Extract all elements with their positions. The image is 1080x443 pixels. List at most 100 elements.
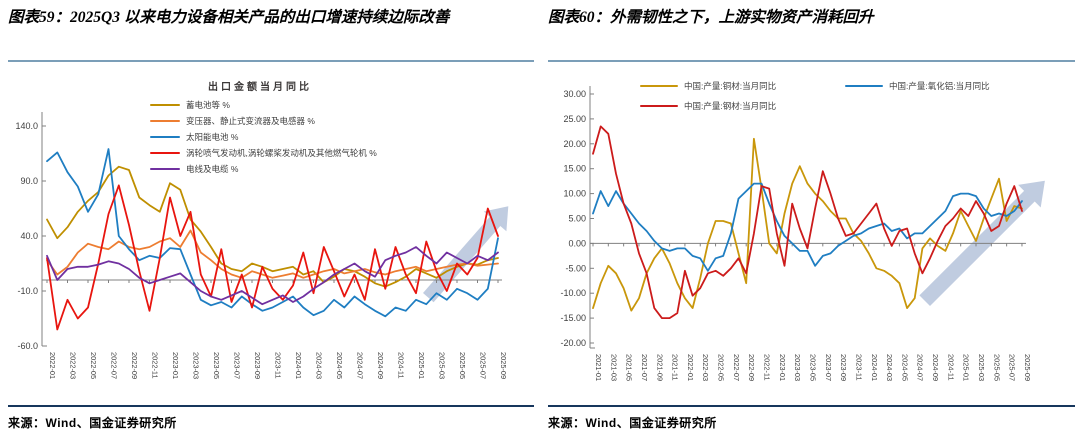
x-tick-label: 2025-03 <box>977 354 986 381</box>
legend-item: 太阳能电池 % <box>150 129 377 145</box>
y-tick-label: 90.0 <box>20 176 38 186</box>
legend-item: 中国:产量:钢材:当月同比 <box>640 96 776 116</box>
x-tick-label: 2024-09 <box>931 354 940 381</box>
x-tick-label: 2025-07 <box>479 352 488 379</box>
legend-item: 涡轮喷气发动机,涡轮螺桨发动机及其他燃气轮机 % <box>150 145 377 161</box>
x-tick-label: 2022-01 <box>48 352 57 379</box>
x-tick-label: 2025-09 <box>499 352 508 379</box>
x-tick-label: 2025-05 <box>458 352 467 379</box>
x-tick-label: 2024-11 <box>397 352 406 379</box>
trend-arrow-icon <box>423 206 509 303</box>
figure59-source: 来源：Wind、国金证券研究所 <box>8 416 177 430</box>
y-tick-label: 5.00 <box>568 214 586 224</box>
x-tick-label: 2021-11 <box>671 354 680 381</box>
legend-label: 中国:产量:铜材:当月同比 <box>684 81 777 91</box>
x-tick-label: 2023-03 <box>793 354 802 381</box>
series-line <box>592 182 1023 272</box>
x-tick-label: 2023-07 <box>233 352 242 379</box>
legend-item: 中国:产量:铜材:当月同比 <box>640 76 845 96</box>
figure59-top-divider <box>8 60 534 62</box>
y-tick-label: -10.00 <box>560 288 586 298</box>
x-tick-label: 2022-07 <box>110 352 119 379</box>
y-tick-label: -10.0 <box>17 286 38 296</box>
x-tick-label: 2022-09 <box>747 354 756 381</box>
x-tick-label: 2021-05 <box>625 354 634 381</box>
series-line <box>592 137 1023 312</box>
legend-label: 中国:产量:钢材:当月同比 <box>684 101 777 111</box>
x-tick-label: 2021-01 <box>594 354 603 381</box>
figure60-line-chart: 30.00 25.00 20.00 15.00 10.00 5.00 0.00 -5.00 -1… <box>560 86 1045 381</box>
legend-line-swatch <box>845 84 883 88</box>
x-tick-label: 2024-11 <box>946 354 955 381</box>
figure59-panel: 图表59：2025Q3 以来电力设备相关产品的出口增速持续边际改善 出口金额当月… <box>8 6 534 431</box>
x-tick-label: 2024-03 <box>315 352 324 379</box>
figure60-panel: 图表60：外需韧性之下，上游实物资产消耗回升 中国:产量:铜材:当月同比 中国:产… <box>548 6 1075 431</box>
figure59-legend: 出口金额当月同比 蓄电池等 % 变压器、静止式变流器及电感器 % 太阳能电池 % 涡轮… <box>150 78 377 177</box>
x-tick-label: 2025-01 <box>962 354 971 381</box>
x-tick-label: 2023-09 <box>253 352 262 379</box>
figure59-line-chart: 140.0 90.0 40.0 -10.0 -60.0 2022-01 2022-03 202… <box>15 112 509 379</box>
y-tick-label: 20.00 <box>563 139 586 149</box>
x-tick-label: 2023-11 <box>274 352 283 379</box>
x-tick-label: 2022-05 <box>89 352 98 379</box>
x-tick-label: 2022-09 <box>130 352 139 379</box>
x-tick-label: 2022-03 <box>69 352 78 379</box>
legend-item: 电线及电缆 % <box>150 161 377 177</box>
figure60-legend: 中国:产量:铜材:当月同比 中国:产量:氧化铝:当月同比中国:产量:钢材:当月同比 <box>640 76 1060 116</box>
x-tick-label: 2022-11 <box>151 352 160 379</box>
legend-item: 蓄电池等 % <box>150 97 377 113</box>
x-tick-label: 2023-11 <box>854 354 863 381</box>
y-tick-label: -60.0 <box>17 341 38 351</box>
legend-line-swatch <box>640 84 678 88</box>
legend-line-swatch <box>150 135 180 139</box>
series-line <box>46 148 499 318</box>
x-tick-label: 2025-03 <box>438 352 447 379</box>
x-tick-label: 2023-03 <box>192 352 201 379</box>
series-line <box>592 125 1023 320</box>
figure59-bottom-divider <box>8 405 534 407</box>
x-tick-label: 2024-05 <box>900 354 909 381</box>
figure59-title: 图表59：2025Q3 以来电力设备相关产品的出口增速持续边际改善 <box>8 9 450 26</box>
x-tick-label: 2023-09 <box>839 354 848 381</box>
x-tick-label: 2024-01 <box>294 352 303 379</box>
y-tick-label: -15.00 <box>560 313 586 323</box>
legend-label: 蓄电池等 % <box>186 100 230 110</box>
x-tick-label: 2025-01 <box>417 352 426 379</box>
legend-item: 中国:产量:氧化铝:当月同比 <box>845 76 1055 96</box>
x-tick-label: 2024-03 <box>885 354 894 381</box>
series-line <box>46 165 499 288</box>
y-tick-label: 25.00 <box>563 114 586 124</box>
legend-line-swatch <box>150 103 180 107</box>
x-tick-label: 2024-01 <box>870 354 879 381</box>
x-tick-label: 2025-09 <box>1023 354 1032 381</box>
x-tick-label: 2022-05 <box>717 354 726 381</box>
legend-line-swatch <box>150 119 180 123</box>
legend-line-swatch <box>150 167 180 171</box>
y-tick-label: 10.00 <box>563 189 586 199</box>
y-tick-label: 40.0 <box>20 231 38 241</box>
legend-label: 变压器、静止式变流器及电感器 % <box>186 116 315 126</box>
figure60-chart-area: 中国:产量:铜材:当月同比 中国:产量:氧化铝:当月同比中国:产量:钢材:当月同比… <box>548 64 1075 400</box>
y-tick-label: -5.00 <box>565 263 586 273</box>
x-tick-label: 2023-05 <box>212 352 221 379</box>
x-tick-label: 2023-01 <box>171 352 180 379</box>
figure60-bottom-divider <box>548 405 1075 407</box>
legend-label: 中国:产量:氧化铝:当月同比 <box>889 81 990 91</box>
legend-line-swatch <box>640 104 678 108</box>
x-tick-label: 2022-11 <box>763 354 772 381</box>
legend-label: 电线及电缆 % <box>186 164 239 174</box>
y-tick-label: 0.00 <box>568 238 586 248</box>
x-tick-label: 2025-05 <box>992 354 1001 381</box>
x-tick-label: 2021-03 <box>609 354 618 381</box>
legend-line-swatch <box>150 151 180 155</box>
y-tick-label: 15.00 <box>563 164 586 174</box>
x-tick-label: 2023-07 <box>824 354 833 381</box>
y-tick-label: 140.0 <box>15 121 38 131</box>
x-tick-label: 2021-07 <box>640 354 649 381</box>
x-tick-label: 2024-05 <box>335 352 344 379</box>
y-tick-label: 30.00 <box>563 89 586 99</box>
figure59-legend-title: 出口金额当月同比 <box>208 82 312 93</box>
series-line <box>46 184 499 331</box>
x-tick-label: 2023-01 <box>778 354 787 381</box>
series-line <box>46 246 499 306</box>
